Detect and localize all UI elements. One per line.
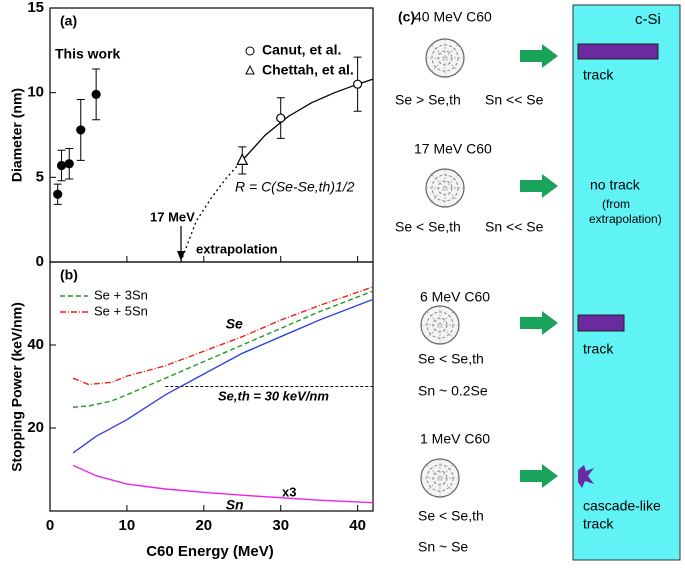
condition: Se < Se,th [418,351,484,367]
point [76,125,86,135]
point [236,153,249,165]
substrate [572,4,681,561]
x-tick-label: 40 [349,517,366,534]
panel-title: (a) [60,13,77,29]
condition: Se < Se,th [395,219,461,235]
y-tick-label: 40 [27,336,44,353]
energy: 1 MeV C60 [420,431,490,447]
cascade [578,465,594,488]
legend-label: Chettah, et al. [262,62,354,78]
condition: Sn << Se [485,219,544,235]
annotation: extrapolation [196,241,278,256]
point [53,189,63,199]
legend-label: Se + 3Sn [94,287,148,302]
condition: Sn ~ 0.2Se [418,383,488,399]
x-tick-label: 30 [272,517,289,534]
series-line [72,464,374,504]
result: track [583,516,614,532]
point [276,113,286,123]
y-tick-label: 5 [36,168,44,185]
energy: 17 MeV C60 [414,141,492,157]
threshold-label: Se,th = 30 keV/nm [218,388,329,403]
legend-symbol [245,46,255,56]
x-label: C60 Energy (MeV) [146,543,274,560]
annotation: x3 [282,484,296,499]
x-tick-label: 20 [195,517,212,534]
series-label: Se [226,315,243,331]
result: track [583,67,614,83]
series-line [73,290,374,408]
y-tick-label: 15 [27,0,44,16]
diagram: (c) c-Si 40 MeV C60 track Se > Se,th Sn … [395,4,681,561]
legend-label: Se + 5Sn [94,303,148,318]
legend-symbol [245,64,255,75]
note: (from [602,197,630,211]
x-tick-label: 10 [119,517,136,534]
series-line [72,298,374,454]
fit-line [241,78,374,161]
annotation: 17 MeV [150,209,195,224]
energy: 6 MeV C60 [420,289,490,305]
arrow-head [177,251,185,261]
y-tick-label: 0 [36,253,44,270]
result: cascade-like [583,498,661,514]
x-tick-label: 0 [46,517,54,534]
result: no track [590,177,641,193]
condition: Se < Se,th [418,508,484,524]
result: track [583,341,614,357]
plots: (a) (b) Diameter (nm) Stopping Power (ke… [9,7,374,560]
point [56,160,67,171]
y-label: Diameter (nm) [9,88,25,182]
annotation: R = C(Se-Se,th)1/2 [235,179,355,195]
series-label: This work [55,46,121,62]
y-tick-label: 20 [27,419,44,436]
condition: Se > Se,th [395,92,461,108]
condition: Sn ~ Se [418,539,468,555]
panel-title: (b) [60,267,78,283]
energy: 40 MeV C60 [414,9,492,25]
point [64,159,74,169]
y-label: Stopping Power (keV/nm) [9,302,25,472]
track [577,314,625,332]
y-tick-label: 10 [27,84,44,101]
point [353,79,363,89]
note: extrapolation) [589,212,662,226]
panel-title: (c) [398,9,415,25]
fit-line [180,159,243,263]
track [577,43,659,60]
series-label: Sn [226,496,244,512]
point [91,89,101,99]
legend-label: Canut, et al. [262,42,341,58]
material-label: c-Si [635,11,661,28]
condition: Sn << Se [485,92,544,108]
